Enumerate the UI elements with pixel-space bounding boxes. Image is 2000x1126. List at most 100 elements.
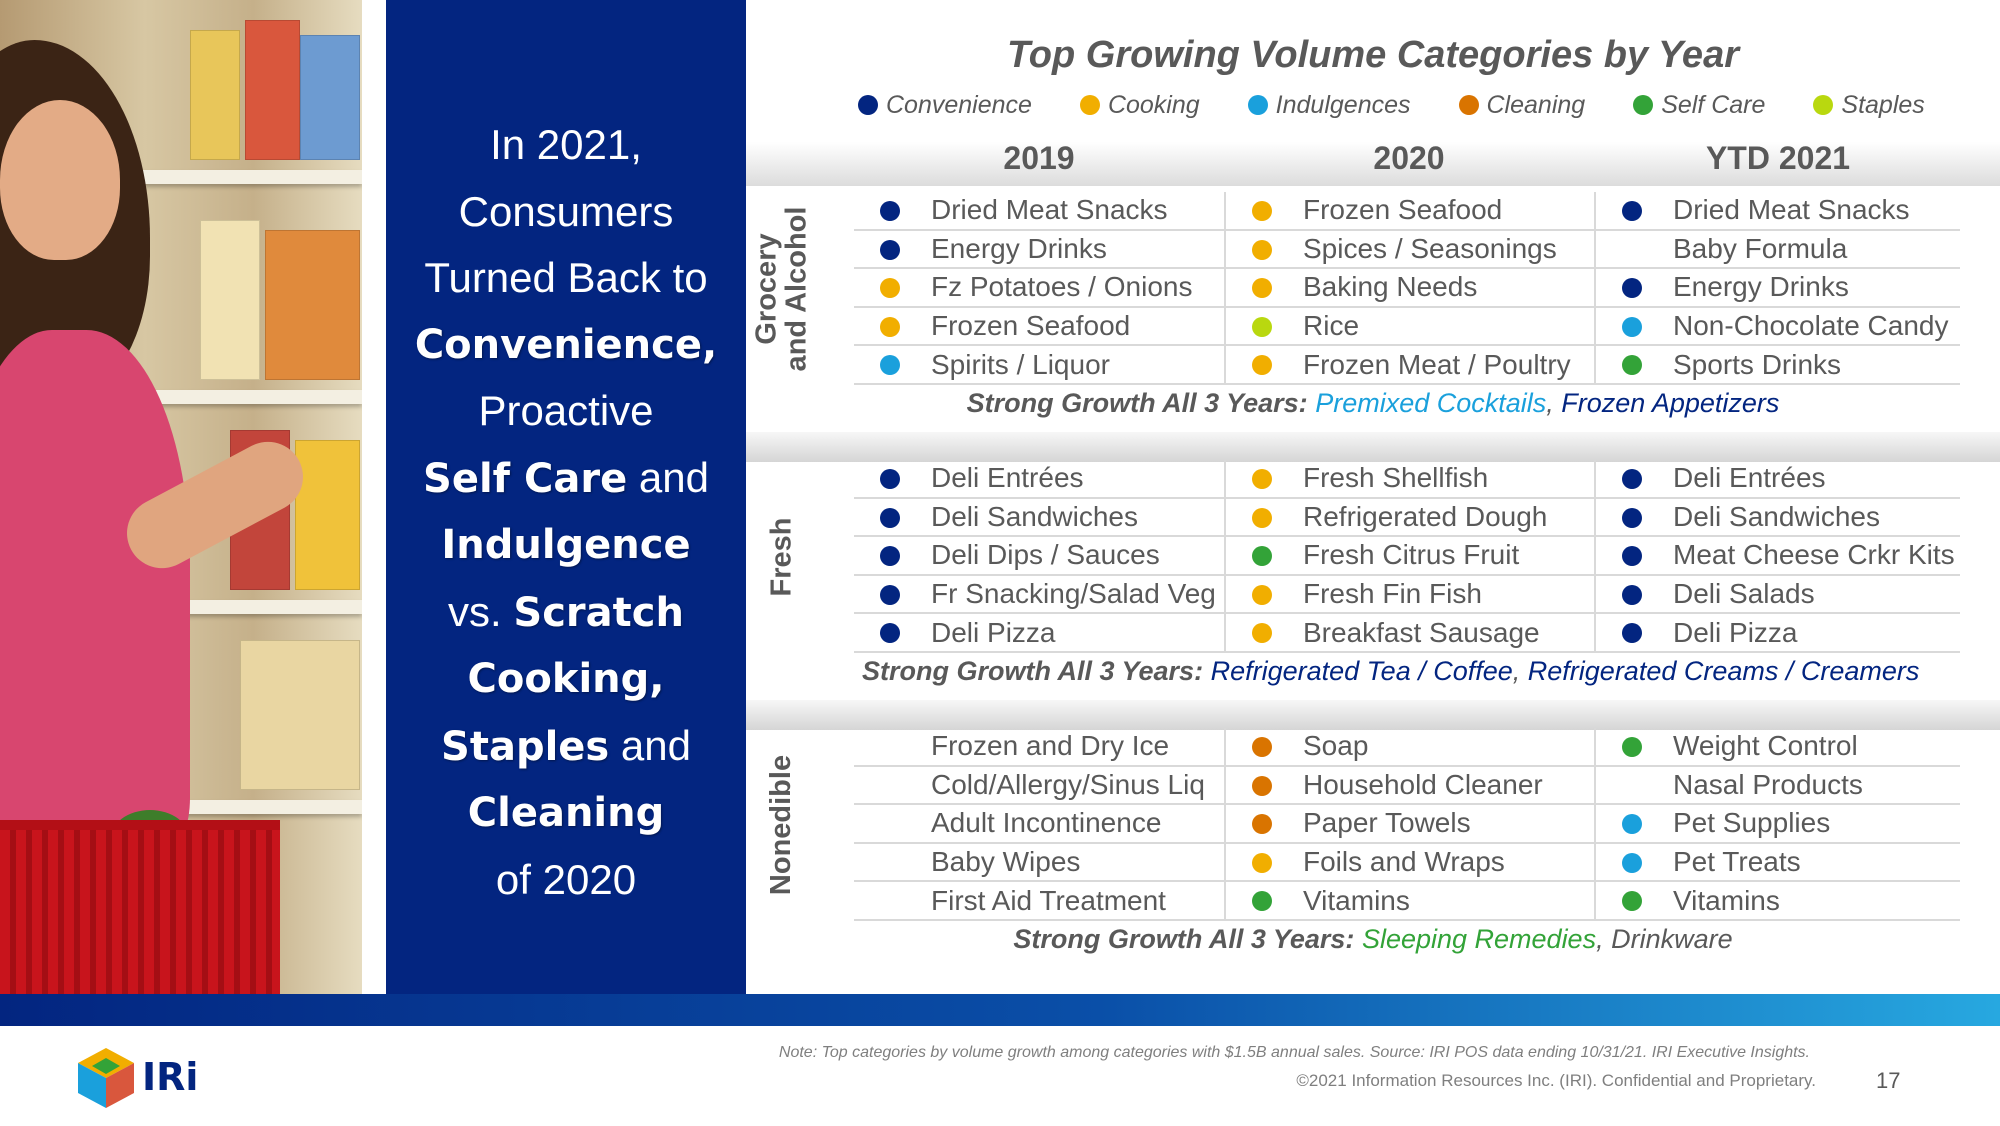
legend-label: Staples (1841, 90, 1925, 119)
table-cell: Pet Treats (1596, 844, 1960, 881)
table-row: Deli Pizza Breakfast Sausage Deli Pizza (854, 614, 1960, 653)
table-cell: Baby Formula (1596, 231, 1960, 268)
section-label: Fresh (746, 460, 816, 654)
category-name: Vitamins (1303, 884, 1410, 916)
category-table: Dried Meat Snacks Frozen Seafood Dried Mea… (854, 192, 1960, 385)
headline-line: of 2020 (495, 855, 637, 903)
table-cell: Cold/Allergy/Sinus Liq (854, 766, 1226, 804)
category-name: Rice (1303, 310, 1360, 342)
section-label-line: Fresh (765, 517, 798, 597)
strong-growth-label: Strong Growth All 3 Years: (1013, 924, 1355, 954)
table-cell: Household Cleaner (1226, 766, 1596, 804)
table-cell: Meat Cheese Crkr Kits (1596, 537, 1960, 574)
legend-item: Cooking (1079, 90, 1200, 120)
category-dot-icon (1622, 737, 1642, 757)
category-dot-icon (1252, 775, 1272, 796)
category-dot-icon (1252, 546, 1272, 567)
table-cell: Sports Drinks (1596, 346, 1960, 383)
strong-growth-fresh: Strong Growth All 3 Years: Refrigerated … (862, 656, 1920, 686)
legend-dot-icon (1813, 95, 1834, 115)
category-name: Meat Cheese Crkr Kits (1673, 539, 1955, 571)
category-dot-icon (880, 623, 900, 644)
table-row: Spirits / Liquor Frozen Meat / Poultry Spo… (854, 346, 1960, 385)
legend-label: Convenience (886, 90, 1032, 119)
legend-label: Indulgences (1275, 90, 1411, 119)
headline-emphasis: Self Care (423, 455, 628, 502)
category-dot-icon (880, 584, 900, 605)
category-dot-icon (1622, 316, 1642, 337)
table-cell: Deli Entrées (1596, 460, 1960, 497)
legend-item: Indulgences (1247, 90, 1411, 120)
table-cell: Vitamins (1226, 882, 1596, 919)
category-dot-icon (1622, 852, 1642, 873)
table-cell: Energy Drinks (1596, 269, 1960, 306)
table-cell: First Aid Treatment (854, 882, 1226, 919)
category-dot-icon (880, 201, 900, 221)
category-name: Spices / Seasonings (1303, 232, 1557, 264)
footer-bar (0, 994, 2000, 1026)
headline-line: and (627, 453, 709, 501)
table-cell: Non-Chocolate Candy (1596, 308, 1960, 345)
category-name: Pet Treats (1673, 846, 1801, 878)
category-name: Non-Chocolate Candy (1673, 310, 1949, 342)
category-name: Deli Sandwiches (931, 500, 1138, 532)
category-name: Breakfast Sausage (1303, 616, 1540, 648)
category-dot-icon (880, 239, 900, 260)
table-cell: Spices / Seasonings (1226, 230, 1596, 268)
category-dot-icon (1622, 814, 1642, 835)
legend-item: Self Care (1633, 91, 1765, 120)
table-cell: Weight Control (1596, 728, 1960, 765)
strong-growth-item: Drinkware (1611, 924, 1733, 954)
category-name: Cold/Allergy/Sinus Liq (931, 768, 1205, 800)
category-name: Baby Formula (1673, 232, 1848, 264)
strong-growth-label: Strong Growth All 3 Years: (862, 656, 1204, 686)
table-row: Deli Entrées Fresh Shellfish Deli Entrées (854, 460, 1960, 499)
table-cell: Rice (1226, 307, 1596, 345)
headline-emphasis: Convenience, (414, 321, 718, 368)
section-divider (746, 432, 2000, 462)
table-row: Fz Potatoes / Onions Baking Needs Energy D… (854, 269, 1960, 308)
category-name: Dried Meat Snacks (931, 194, 1168, 226)
legend-item: Cleaning (1458, 90, 1586, 120)
table-cell: Frozen Seafood (1226, 192, 1596, 229)
legend-label: Cooking (1107, 90, 1200, 119)
legend-item: Convenience (858, 91, 1032, 120)
category-name: Vitamins (1673, 884, 1780, 916)
legend-label: Self Care (1661, 90, 1766, 119)
category-name: Refrigerated Dough (1303, 500, 1548, 532)
page-number: 17 (1876, 1068, 1901, 1093)
category-name: Paper Towels (1303, 807, 1471, 839)
table-cell: Spirits / Liquor (854, 346, 1226, 383)
section-divider (746, 700, 2000, 730)
headline-line: Turned Back to (424, 254, 708, 301)
category-dot-icon (1252, 316, 1272, 337)
category-name: Frozen Seafood (931, 310, 1131, 342)
legend-dot-icon (858, 95, 878, 115)
table-cell: Adult Incontinence (854, 805, 1226, 842)
headline-emphasis: Indulgence (441, 522, 691, 568)
category-name: Sports Drinks (1673, 348, 1842, 380)
shopper-photo (0, 0, 362, 994)
headline-line: vs. (448, 587, 514, 635)
table-cell: Dried Meat Snacks (854, 192, 1226, 229)
table-row: Deli Sandwiches Refrigerated Dough Deli Sa… (854, 498, 1960, 538)
category-name: Baby Wipes (931, 846, 1081, 878)
table-cell: Refrigerated Dough (1226, 498, 1596, 536)
category-name: First Aid Treatment (931, 884, 1166, 916)
legend-label: Cleaning (1486, 90, 1586, 119)
category-name: Fresh Citrus Fruit (1303, 539, 1520, 571)
table-row: First Aid Treatment Vitamins Vitamins (854, 882, 1960, 921)
table-cell: Deli Pizza (854, 614, 1226, 651)
category-dot-icon (1252, 814, 1272, 835)
headline-emphasis: Scratch (513, 589, 684, 636)
table-cell: Deli Dips / Sauces (854, 537, 1226, 574)
category-name: Fresh Shellfish (1303, 462, 1489, 494)
table-cell: Nasal Products (1596, 767, 1960, 804)
headline: In 2021, Consumers Turned Back to Conven… (386, 112, 746, 913)
section-label-line: and Alcohol (780, 206, 812, 372)
legend-dot-icon (1079, 95, 1100, 115)
category-dot-icon (1252, 201, 1272, 221)
table-row: Deli Dips / Sauces Fresh Citrus Fruit Meat… (854, 537, 1960, 576)
headline-emphasis: Cooking, (467, 656, 665, 702)
